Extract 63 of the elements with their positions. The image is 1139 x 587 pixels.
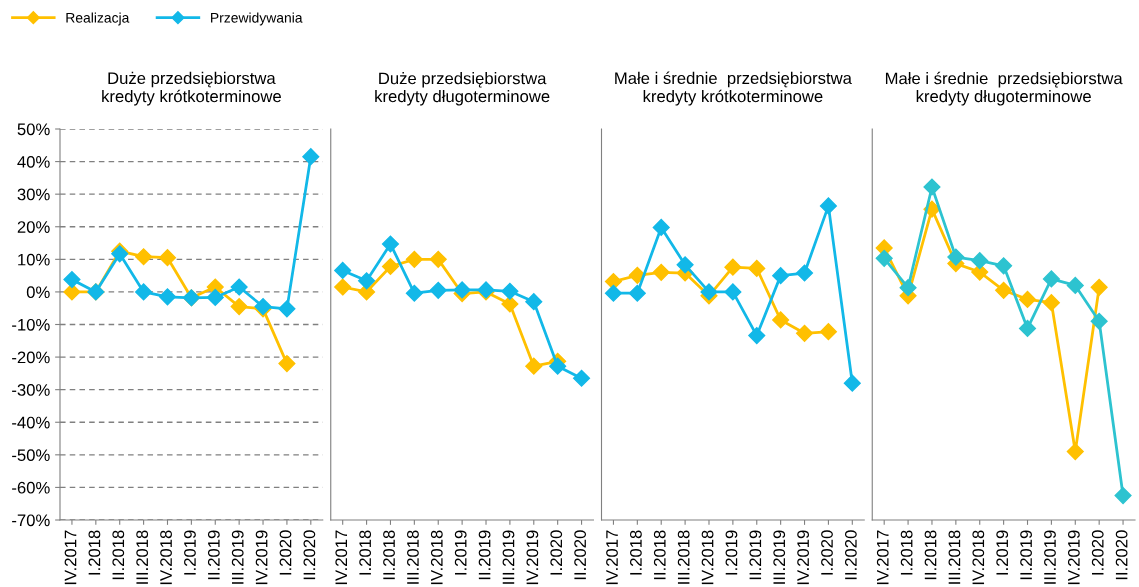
y-tick-label: 20% — [17, 221, 50, 233]
x-tick-label: IV.2018 — [701, 530, 714, 585]
y-tick-label: 50% — [17, 123, 50, 136]
x-tick-label: IV.2019 — [1067, 530, 1080, 585]
x-tick-label: IV.2018 — [972, 530, 985, 585]
y-tick-label: -50% — [12, 449, 50, 462]
x-tick-label: II.2019 — [1020, 530, 1032, 580]
y-tick-label: -20% — [12, 351, 50, 364]
x-tick-label: II.2020 — [1115, 530, 1128, 580]
x-tick-label: IV.2018 — [160, 530, 172, 585]
x-tick-label: I.2020 — [1091, 530, 1104, 575]
x-tick-label: II.2020 — [303, 530, 316, 580]
x-tick-label: I.2018 — [359, 530, 372, 575]
x-tick-label: II.2018 — [924, 530, 937, 580]
x-tick-label: I.2019 — [725, 530, 738, 575]
x-tick-label: IV.2018 — [430, 530, 443, 585]
x-tick-label: II.2018 — [112, 530, 125, 580]
y-tick-label: -30% — [12, 384, 50, 396]
y-tick-label: 10% — [18, 253, 50, 266]
x-tick-label: I.2018 — [900, 530, 913, 575]
x-tick-label: II.2019 — [478, 530, 491, 580]
x-tick-label: II.2020 — [844, 530, 857, 580]
x-tick-label: II.2018 — [383, 530, 395, 580]
x-tick-label: III.2019 — [231, 530, 244, 584]
x-tick-label: I.2018 — [88, 530, 101, 575]
x-tick-label: I.2020 — [550, 530, 563, 575]
x-tick-label: I.2020 — [821, 530, 833, 575]
x-tick-label: II.2019 — [207, 530, 220, 580]
x-tick-label: III.2018 — [677, 530, 690, 584]
x-tick-label: I.2019 — [454, 530, 467, 575]
x-tick-label: III.2018 — [136, 530, 149, 584]
x-tick-label: IV.2019 — [797, 530, 810, 585]
chart-title: Małe i średnie przedsiębiorstwa kredyty długoterminowe — [885, 71, 1123, 106]
x-tick-label: I.2019 — [996, 530, 1009, 575]
legend-label: Przewidywania — [211, 12, 303, 26]
x-tick-label: I.2019 — [184, 530, 196, 575]
x-tick-label: I.2018 — [630, 530, 642, 575]
y-tick-label: -40% — [12, 416, 50, 429]
x-tick-label: IV.2017 — [335, 530, 348, 585]
y-tick-label: -10% — [12, 318, 50, 331]
y-tick-label: -70% — [12, 514, 50, 527]
x-tick-label: III.2019 — [502, 530, 515, 584]
x-tick-label: I.2020 — [279, 530, 292, 575]
x-tick-label: IV.2019 — [526, 530, 539, 585]
x-tick-label: IV.2017 — [876, 530, 889, 585]
chart-title: Duże przedsiębiorstwa kredyty krótkoterminowe — [102, 71, 281, 106]
y-tick-label: 40% — [17, 155, 50, 168]
x-tick-label: III.2019 — [773, 530, 786, 584]
x-tick-label: II.2020 — [574, 530, 587, 580]
x-tick-label: IV.2019 — [255, 530, 268, 585]
x-tick-label: II.2019 — [749, 530, 762, 580]
x-tick-label: III.2018 — [407, 530, 419, 584]
x-tick-label: III.2019 — [1044, 530, 1056, 584]
x-tick-label: IV.2017 — [606, 530, 618, 585]
x-tick-label: IV.2017 — [64, 530, 77, 585]
legend-label: Realizacja — [66, 12, 130, 26]
chart-title: Małe i średnie przedsiębiorstwa kredyty krótkoterminowe — [615, 71, 852, 106]
y-tick-label: -60% — [12, 481, 50, 494]
x-tick-label: II.2018 — [653, 530, 666, 580]
chart-title: Duże przedsiębiorstwa kredyty długoterminowe — [375, 72, 550, 106]
y-tick-label: 30% — [17, 188, 50, 201]
x-tick-label: III.2018 — [948, 530, 961, 584]
y-tick-label: 0% — [26, 286, 50, 299]
